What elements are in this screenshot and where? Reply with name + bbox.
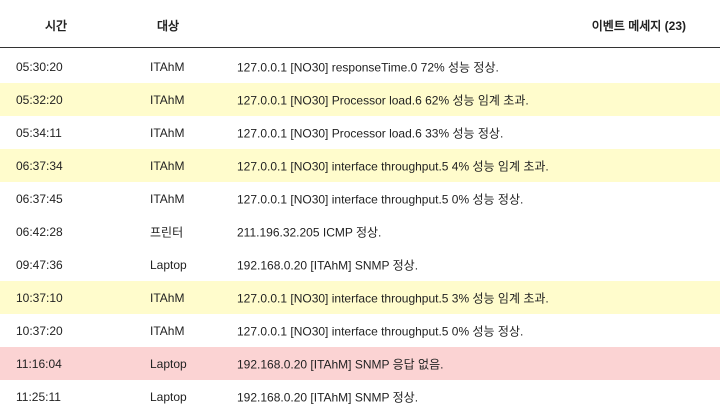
cell-target: 프린터 [150, 225, 184, 239]
column-header-target[interactable]: 대상 [157, 19, 180, 33]
cell-time: 10:37:20 [16, 323, 63, 338]
cell-target: ITAhM [150, 290, 185, 305]
cell-message: 211.196.32.205 ICMP 정상. [237, 225, 382, 239]
column-header-time[interactable]: 시간 [45, 19, 68, 33]
table-row[interactable]: 05:34:11 ITAhM 127.0.0.1 [NO30] Processo… [0, 116, 720, 149]
cell-time: 05:30:20 [16, 59, 63, 74]
cell-time: 05:32:20 [16, 92, 63, 107]
cell-target: Laptop [150, 356, 187, 371]
table-row[interactable]: 11:25:11 Laptop 192.168.0.20 [ITAhM] SNM… [0, 380, 720, 413]
table-row[interactable]: 05:32:20 ITAhM 127.0.0.1 [NO30] Processo… [0, 83, 720, 116]
cell-time: 11:16:04 [16, 356, 62, 371]
table-row[interactable]: 06:42:28 프린터 211.196.32.205 ICMP 정상. [0, 215, 720, 248]
table-row[interactable]: 11:16:04 Laptop 192.168.0.20 [ITAhM] SNM… [0, 347, 720, 380]
cell-target: ITAhM [150, 191, 185, 206]
column-header-message[interactable]: 이벤트 메세지 (23) [591, 19, 686, 33]
cell-target: Laptop [150, 257, 187, 272]
cell-time: 05:34:11 [16, 125, 62, 140]
cell-time: 06:37:34 [16, 158, 63, 173]
table-row[interactable]: 05:30:20 ITAhM 127.0.0.1 [NO30] response… [0, 50, 720, 83]
cell-message: 127.0.0.1 [NO30] responseTime.0 72% 성능 정… [237, 60, 499, 74]
table-row[interactable]: 06:37:34 ITAhM 127.0.0.1 [NO30] interfac… [0, 149, 720, 182]
cell-time: 06:42:28 [16, 224, 63, 239]
cell-message: 127.0.0.1 [NO30] Processor load.6 33% 성능… [237, 126, 504, 140]
cell-message: 127.0.0.1 [NO30] interface throughput.5 … [237, 192, 524, 206]
cell-message: 127.0.0.1 [NO30] interface throughput.5 … [237, 159, 549, 173]
cell-message: 127.0.0.1 [NO30] interface throughput.5 … [237, 291, 549, 305]
cell-target: ITAhM [150, 323, 185, 338]
cell-target: Laptop [150, 389, 187, 404]
cell-time: 11:25:11 [16, 389, 61, 404]
cell-target: ITAhM [150, 92, 185, 107]
cell-message: 192.168.0.20 [ITAhM] SNMP 정상. [237, 258, 419, 272]
table-row[interactable]: 10:37:10 ITAhM 127.0.0.1 [NO30] interfac… [0, 281, 720, 314]
cell-target: ITAhM [150, 59, 185, 74]
cell-time: 09:47:36 [16, 257, 63, 272]
cell-time: 10:37:10 [16, 290, 63, 305]
cell-message: 127.0.0.1 [NO30] Processor load.6 62% 성능… [237, 93, 529, 107]
cell-target: ITAhM [150, 158, 185, 173]
event-rows: 05:30:20 ITAhM 127.0.0.1 [NO30] response… [0, 50, 720, 413]
table-row[interactable]: 09:47:36 Laptop 192.168.0.20 [ITAhM] SNM… [0, 248, 720, 281]
cell-message: 192.168.0.20 [ITAhM] SNMP 정상. [237, 390, 419, 404]
cell-message: 127.0.0.1 [NO30] interface throughput.5 … [237, 324, 524, 338]
cell-time: 06:37:45 [16, 191, 63, 206]
table-row[interactable]: 10:37:20 ITAhM 127.0.0.1 [NO30] interfac… [0, 314, 720, 347]
table-header: 시간 대상 이벤트 메세지 (23) [0, 0, 720, 48]
cell-target: ITAhM [150, 125, 185, 140]
cell-message: 192.168.0.20 [ITAhM] SNMP 응답 없음. [237, 357, 444, 371]
table-row[interactable]: 06:37:45 ITAhM 127.0.0.1 [NO30] interfac… [0, 182, 720, 215]
